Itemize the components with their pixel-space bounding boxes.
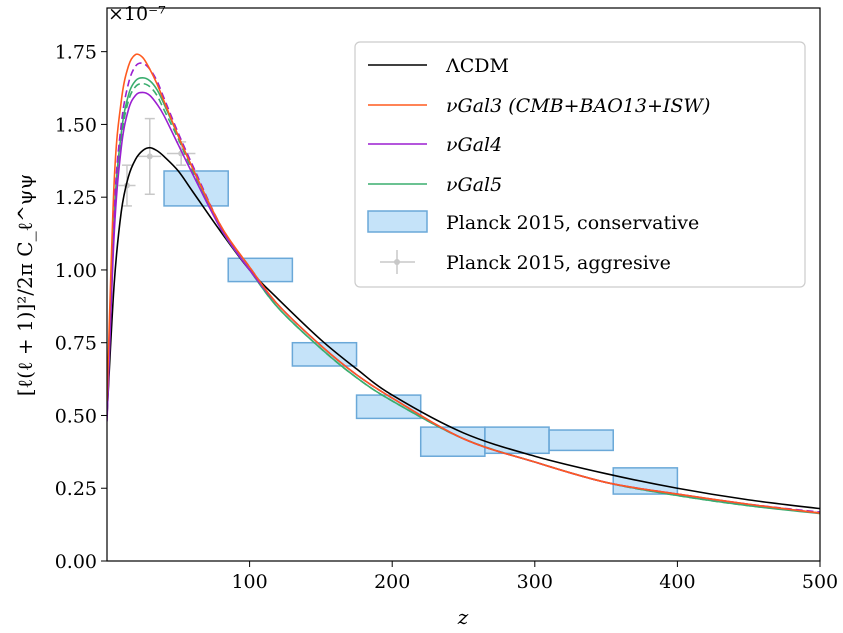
legend-label-planck-aggressive: Planck 2015, aggresive [446, 252, 671, 274]
planck-aggressive-point [138, 117, 162, 196]
legend-swatch-planck-conservative [367, 210, 428, 233]
x-axis-ticks: 100 200 300 400 500 [231, 561, 838, 593]
planck-conservative-box [291, 341, 358, 367]
legend-label-ngal4: νGal4 [446, 134, 502, 156]
planck-aggressive-point [118, 164, 136, 207]
y-axis-ticks: 0.00 0.25 0.50 0.75 1.00 1.25 1.50 1.75 [55, 42, 107, 573]
x-tick-label: 300 [517, 571, 553, 593]
y-tick-label: 0.25 [55, 478, 97, 500]
legend-label-planck-conservative: Planck 2015, conservative [446, 212, 699, 234]
y-tick-label: 0.00 [55, 551, 97, 573]
series-line-1 [107, 53, 820, 514]
planck-conservative-box [419, 426, 486, 457]
y-tick-label: 1.50 [55, 114, 97, 136]
y-tick-label: 1.75 [55, 42, 97, 64]
series-line-0 [107, 146, 820, 510]
planck-conservative-box [484, 426, 550, 455]
y-tick-label: 1.00 [55, 260, 97, 282]
y-tick-label: 0.75 [55, 333, 97, 355]
y-tick-label: 1.25 [55, 187, 97, 209]
y-tick-label: 0.50 [55, 405, 97, 427]
x-axis-label: z [457, 605, 469, 629]
legend-label-ngal5: νGal5 [446, 174, 502, 196]
planck-conservative-box [227, 257, 294, 283]
legend: ΛCDM νGal3 (CMB+BAO13+ISW) νGal4 νGal5 P… [354, 41, 806, 288]
x-tick-label: 500 [802, 571, 838, 593]
planck-aggressive-point [166, 141, 196, 166]
planck-conservative-box [548, 429, 614, 452]
series-lines [107, 53, 820, 515]
x-tick-label: 400 [659, 571, 695, 593]
legend-label-ngal3: νGal3 (CMB+BAO13+ISW) [446, 95, 710, 117]
y-axis-label: [ℓ(ℓ + 1)]²/2π C_ℓ^ψψ [13, 174, 37, 397]
y-offset-text: ×10⁻⁷ [108, 3, 166, 25]
x-tick-label: 200 [374, 571, 410, 593]
planck-conservative-boxes [163, 170, 679, 495]
x-tick-label: 100 [231, 571, 267, 593]
legend-frame [354, 41, 806, 288]
planck-aggressive-errorbars [118, 117, 196, 207]
plot-frame [106, 7, 821, 562]
legend-swatch-planck-aggressive-dot [394, 259, 400, 265]
legend-label-lcdm: ΛCDM [445, 55, 509, 77]
